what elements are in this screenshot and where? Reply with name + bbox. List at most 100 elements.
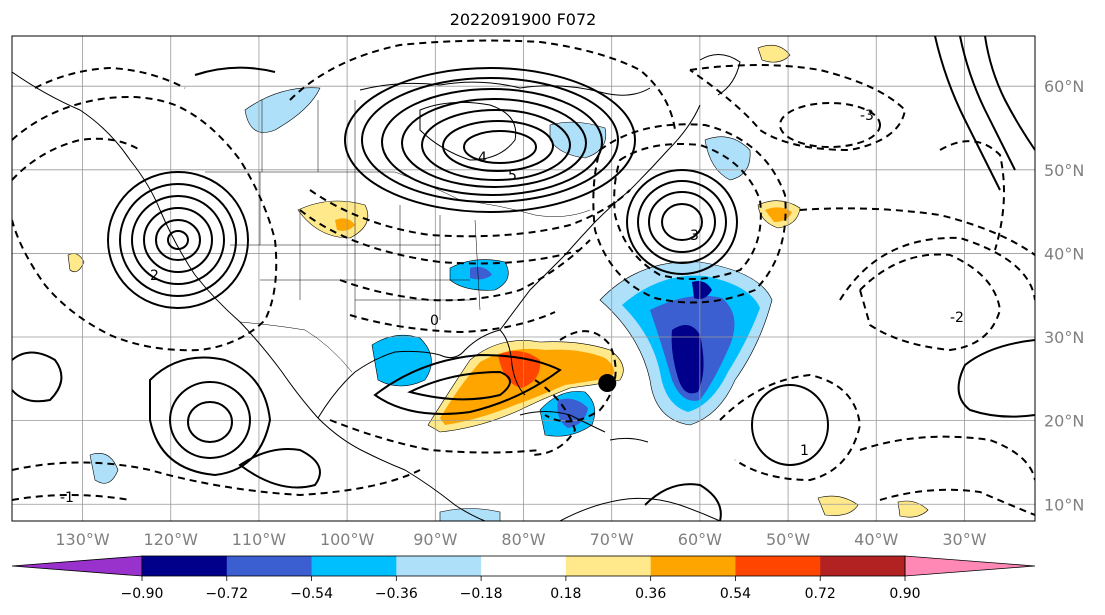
shade-se-yellow-2	[897, 500, 929, 518]
contour-neg-south-2	[12, 494, 131, 501]
contour-neg-south-3	[329, 419, 541, 454]
contour-pos-west-4	[143, 207, 213, 273]
lat-label: 30°N	[1044, 328, 1084, 347]
contour-neg-nw-2	[12, 137, 141, 181]
contour-pos-gulf-2	[407, 370, 511, 401]
lon-label: 120°W	[144, 530, 199, 549]
map-frame	[11, 35, 1036, 522]
contour-neg-north-2	[309, 189, 631, 238]
storm-position-marker	[598, 374, 617, 393]
contour-neg-se-2	[859, 435, 1035, 481]
shading-layer	[67, 44, 929, 521]
lon-label: 80°W	[501, 530, 545, 549]
contour-pos-mexico-2	[187, 401, 233, 443]
contour-pos-canada-4	[401, 98, 587, 188]
contour-neg-atl-ring	[613, 143, 762, 280]
coast-hudson	[419, 101, 517, 161]
contour-pos-west-2	[119, 183, 237, 297]
colorbar-tick-label: −0.18	[460, 586, 503, 602]
coastlines	[12, 54, 741, 521]
colorbar-frame	[141, 555, 906, 577]
contour-pos-atl-1	[626, 169, 738, 275]
colorbar: −0.90 −0.72 −0.54 −0.36 −0.18 0.18 0.36 0.54 0.7…	[11, 555, 1036, 602]
contour-neg-east-3	[839, 236, 1035, 301]
coast-gulf	[317, 329, 526, 419]
contour-pos-ne-3	[984, 36, 1035, 151]
contour-pos-se-2	[644, 483, 722, 521]
contour-lines	[12, 36, 1035, 521]
colorbar-tick-label: 0.54	[720, 586, 751, 602]
colorbar-tick-label: 0.18	[550, 586, 581, 602]
graticule	[12, 36, 1035, 521]
coast-south-america	[559, 497, 721, 521]
contour-neg-caribbean-1	[544, 330, 617, 423]
border-us-mexico	[239, 321, 353, 373]
contour-neg-atl-oval	[779, 102, 881, 148]
colorbar-extend-high	[904, 555, 1036, 577]
colorbar-segment	[820, 556, 906, 576]
lon-label: 30°W	[942, 530, 986, 549]
colorbar-tick-label: 0.90	[889, 586, 920, 602]
lon-label: 40°W	[854, 530, 898, 549]
lat-label: 40°N	[1044, 244, 1084, 263]
lat-label: 60°N	[1044, 77, 1084, 96]
lon-label: 110°W	[232, 530, 287, 549]
coast-north-america-west	[12, 71, 486, 521]
coast-canada-north	[359, 81, 651, 96]
colorbar-segment	[311, 556, 397, 576]
lat-axis-labels: 60°N 50°N 40°N 30°N 20°N 10°N	[1044, 77, 1084, 514]
contour-pos-pacific	[238, 448, 321, 489]
clabel-pos-4: 4	[478, 150, 487, 166]
lon-label: 50°W	[766, 530, 810, 549]
contour-pos-gulf	[373, 353, 562, 415]
shade-gulf-blue	[371, 334, 432, 387]
contour-pos-atl-4	[661, 203, 703, 241]
shade-northern-orange	[335, 218, 355, 231]
coast-greenland	[699, 54, 741, 96]
contour-pos-west-5	[155, 219, 201, 261]
colorbar-tick-label: 0.72	[805, 586, 836, 602]
colorbar-segment	[565, 556, 652, 576]
contour-pos-west-1	[107, 171, 249, 309]
contour-pos-pacific-2	[149, 356, 272, 477]
shade-tr-yellow	[757, 44, 791, 63]
shade-pacific-lightblue	[89, 453, 119, 484]
lat-label: 10°N	[1044, 495, 1084, 514]
contour-neg-nw-1	[12, 95, 278, 352]
contour-neg-caribbean-2	[529, 379, 577, 456]
contour-neg-north-3	[299, 209, 581, 265]
contour-neg-se-3	[879, 488, 1035, 516]
contour-neg-far-e	[939, 140, 1005, 251]
border-states-1	[259, 172, 481, 330]
lon-label: 70°W	[590, 530, 634, 549]
lon-label: 100°W	[320, 530, 375, 549]
lon-label: 90°W	[413, 530, 457, 549]
positive-contours	[12, 36, 1035, 521]
shade-se-yellow	[817, 495, 859, 516]
contour-pos-ne-2	[959, 36, 1016, 171]
contour-pos-canada-7	[463, 130, 537, 164]
contour-pos-mexico-1	[169, 381, 251, 459]
contour-pos-canada-3	[381, 88, 603, 196]
colorbar-segment	[735, 556, 821, 576]
contour-neg-nw-3	[34, 66, 186, 89]
map-panel: 4 5 2 1 3 0 -1 -2 -3	[12, 36, 1035, 521]
contour-pos-west-3	[131, 195, 225, 285]
colorbar-tick-label: −0.54	[290, 586, 333, 602]
clabel-neg-2: -2	[950, 310, 964, 326]
clabel-neg-3: -3	[860, 108, 874, 124]
contour-pos-sw	[12, 351, 63, 403]
colorbar-segment	[481, 556, 567, 576]
lat-label: 20°N	[1044, 412, 1084, 431]
contour-pos-west-6	[167, 230, 189, 250]
contour-pos-atl-2	[637, 180, 727, 264]
shade-atlantic-small-dark	[692, 281, 712, 299]
contour-neg-north-1	[289, 39, 676, 131]
border-canada-prov	[261, 100, 356, 172]
contour-neg-east-2	[858, 253, 1002, 352]
shade-alaska-lightblue	[244, 87, 321, 133]
clabel-pos-1: 1	[800, 443, 809, 459]
colorbar-segment	[226, 556, 313, 576]
contour-neg-east-us-2	[349, 311, 556, 334]
